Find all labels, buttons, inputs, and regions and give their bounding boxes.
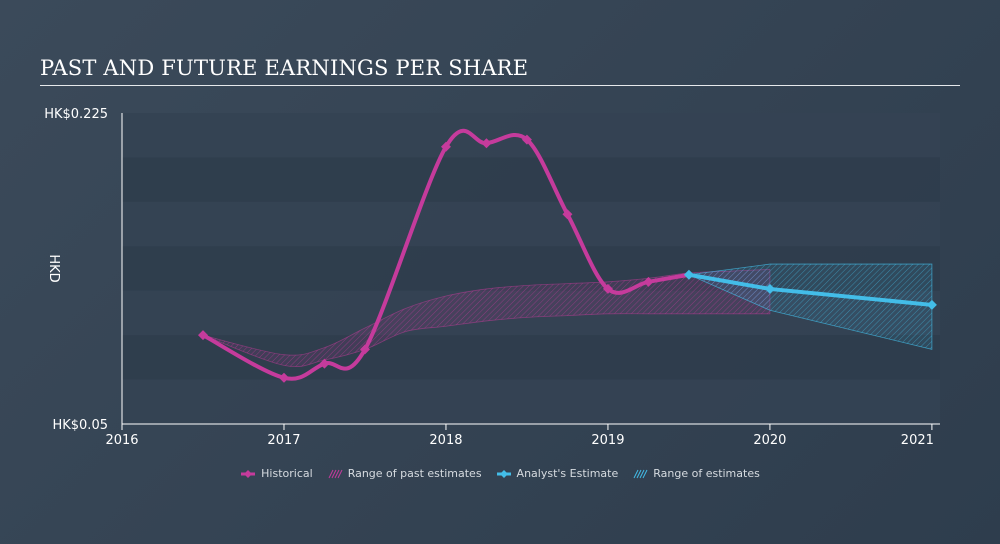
legend-label: Range of past estimates xyxy=(347,467,482,480)
historical-point xyxy=(319,358,330,369)
historical-point xyxy=(440,141,451,152)
y-axis-label: HKD xyxy=(46,254,61,282)
legend-line-swatch xyxy=(241,469,256,478)
estimate-point xyxy=(926,299,937,310)
background-band xyxy=(122,157,940,202)
estimate-point xyxy=(683,269,694,280)
background-band xyxy=(122,379,940,424)
legend-label: Range of estimates xyxy=(653,467,760,480)
legend-item: Historical xyxy=(240,467,313,480)
x-tick-label: 2019 xyxy=(591,433,624,448)
y-tick-label: HK$0.225 xyxy=(44,107,108,122)
historical-point xyxy=(481,138,492,149)
historical-point xyxy=(643,276,654,287)
y-tick-label: HK$0.05 xyxy=(52,418,108,433)
x-tick-label: 2020 xyxy=(753,433,786,448)
historical-point xyxy=(521,134,532,145)
x-tick-label: 2021 xyxy=(901,433,934,448)
title-divider xyxy=(40,85,960,86)
historical-point xyxy=(278,372,289,383)
legend-label: Historical xyxy=(261,467,313,480)
legend-item: Analyst's Estimate xyxy=(496,467,619,480)
historical-point xyxy=(602,283,613,294)
chart-title: PAST AND FUTURE EARNINGS PER SHARE xyxy=(40,56,529,80)
legend-item: Range of past estimates xyxy=(327,467,482,480)
background-band xyxy=(122,113,940,158)
historical-point xyxy=(197,330,208,341)
legend-label: Analyst's Estimate xyxy=(516,467,619,480)
legend-line-swatch xyxy=(496,469,511,478)
x-tick-label: 2016 xyxy=(105,433,138,448)
historical-point xyxy=(359,344,370,355)
x-tick-label: 2018 xyxy=(429,433,462,448)
x-tick-label: 2017 xyxy=(267,433,300,448)
historical-point xyxy=(562,209,573,220)
legend-item: Range of estimates xyxy=(632,467,760,480)
legend-hatch-swatch xyxy=(328,469,343,478)
legend-hatch-swatch xyxy=(633,469,648,478)
background-band xyxy=(122,201,940,247)
chart-legend: Historical Range of past estimates Analyst… xyxy=(0,467,1000,480)
estimate-point xyxy=(764,283,775,294)
